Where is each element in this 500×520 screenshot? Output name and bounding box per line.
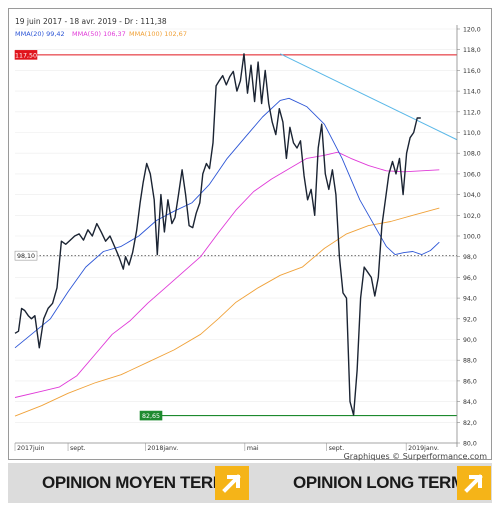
y-tick-label-16: 112,0 [463,109,481,116]
series-group [14,53,458,417]
legend-entry-1: MMA(50) 106,37 [72,30,126,38]
level-label-low: 82,65 [142,413,160,420]
level-label-high: 117,50 [15,52,37,59]
x-tick-label-0: 2017juin [17,445,45,452]
series-line-mma50 [14,151,440,398]
stock-chart: 19 juin 2017 - 18 avr. 2019 - Dr : 111,3… [8,8,492,461]
y-tick-label-4: 88,0 [463,358,477,365]
level-label-mid: 98,10 [17,253,35,260]
y-tick-label-11: 102,0 [463,213,481,220]
y-tick-label-14: 108,0 [463,151,481,158]
y-tick-label-3: 86,0 [463,378,477,385]
y-tick-label-13: 106,0 [463,171,481,178]
series-line-mma100 [14,207,440,417]
x-axis: 2017juin sept. 2018janv. mai sept. 2019janv. [14,442,457,452]
chart-canvas: 19 juin 2017 - 18 avr. 2019 - Dr : 111,3… [14,17,488,461]
y-tick-label-6: 92,0 [463,316,477,323]
x-tick-label-1: sept. [70,445,86,452]
legend-entry-2: MMA(100) 102,67 [129,30,187,38]
y-tick-label-7: 94,0 [463,296,477,303]
y-tick-label-8: 96,0 [463,275,477,282]
opinion-medium-term-arrow-icon[interactable] [215,466,249,500]
y-axis: 80,0 82,0 84,0 86,0 88,0 90,0 92,0 94,0 96,0 98,0… [456,25,481,448]
chart-credit: Graphiques © Surperformance.com [344,452,488,461]
y-tick-label-19: 118,0 [463,47,481,54]
trendline [279,53,458,141]
y-tick-label-9: 98,0 [463,254,477,261]
y-tick-label-17: 114,0 [463,89,481,96]
x-tick-label-4: sept. [329,445,345,452]
opinion-bar: OPINION MOYEN TERME OPINION LONG TERME [8,463,492,503]
y-tick-label-20: 120,0 [463,27,481,34]
level-box-high [14,50,38,60]
chart-legend: MMA(20) 99,42 MMA(50) 106,37 MMA(100) 102,… [15,30,187,38]
opinion-long-term-label: OPINION LONG TERME [293,473,476,492]
x-tick-label-3: mai [247,445,259,452]
opinion-long-term-arrow-icon[interactable] [457,466,491,500]
x-tick-label-2: 2018janv. [147,445,178,452]
y-gridlines [15,28,457,444]
level-box-mid [14,250,38,261]
level-box-low [139,410,163,421]
y-tick-label-15: 110,0 [463,130,481,137]
y-tick-label-1: 82,0 [463,420,477,427]
level-lines: 117,50 98,10 82,65 [14,50,457,421]
opinion-medium-term-label: OPINION MOYEN TERME [42,473,238,492]
y-tick-label-5: 90,0 [463,337,477,344]
y-tick-label-10: 100,0 [463,234,481,241]
y-tick-label-18: 116,0 [463,68,481,75]
y-tick-label-12: 104,0 [463,192,481,199]
x-tick-label-5: 2019janv. [408,445,439,452]
series-line-cours [14,53,421,416]
chart-header: 19 juin 2017 - 18 avr. 2019 - Dr : 111,3… [15,17,167,26]
y-tick-label-2: 84,0 [463,399,477,406]
y-tick-label-0: 80,0 [463,441,477,448]
series-line-mma20 [14,97,440,349]
legend-entry-0: MMA(20) 99,42 [15,30,65,38]
